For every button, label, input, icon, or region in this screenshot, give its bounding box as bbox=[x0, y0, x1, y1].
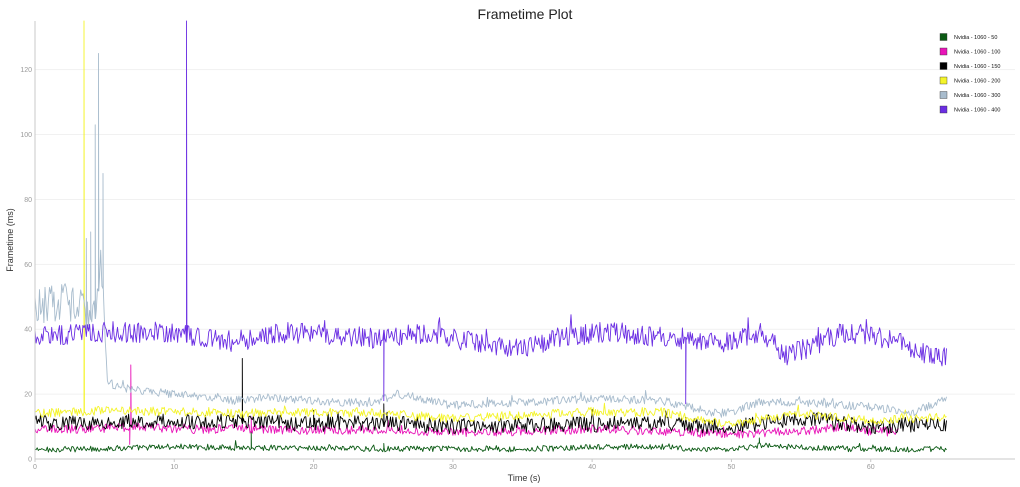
y-tick-labels: 0 20 40 60 80 100 120 bbox=[20, 67, 32, 463]
chart-title: Frametime Plot bbox=[478, 6, 573, 22]
x-tick-label: 20 bbox=[310, 464, 318, 471]
y-tick-label: 60 bbox=[24, 262, 32, 269]
y-tick-label: 0 bbox=[28, 457, 32, 464]
y-tick-label: 120 bbox=[20, 67, 32, 74]
legend-swatch bbox=[939, 47, 948, 56]
legend-swatch bbox=[939, 33, 948, 41]
legend-swatch bbox=[939, 76, 948, 85]
x-tick-labels: 0 10 20 30 40 50 60 bbox=[33, 459, 875, 471]
y-tick-label: 100 bbox=[20, 132, 32, 139]
series-line-3 bbox=[34, 357, 947, 435]
series-group bbox=[34, 20, 947, 453]
legend-swatch bbox=[939, 105, 948, 114]
y-tick-label: 80 bbox=[24, 197, 32, 204]
series-line-6 bbox=[34, 20, 947, 405]
series-line-1 bbox=[34, 430, 947, 453]
legend-label: Nvidia - 1060 - 50 bbox=[954, 35, 997, 41]
y-axis-label: Frametime (ms) bbox=[5, 208, 15, 272]
y-tick-label: 40 bbox=[24, 327, 32, 334]
legend-label: Nvidia - 1060 - 150 bbox=[954, 64, 1000, 70]
legend-label: Nvidia - 1060 - 100 bbox=[954, 50, 1000, 56]
x-axis-label: Time (s) bbox=[508, 473, 541, 483]
x-tick-label: 40 bbox=[588, 464, 596, 471]
series-line-2 bbox=[34, 364, 899, 445]
legend: Nvidia - 1060 - 50 Nvidia - 1060 - 100 Nvi… bbox=[939, 33, 1000, 114]
x-tick-label: 10 bbox=[170, 464, 178, 471]
x-tick-label: 50 bbox=[728, 464, 736, 471]
legend-label: Nvidia - 1060 - 400 bbox=[954, 108, 1000, 114]
x-tick-label: 0 bbox=[33, 464, 37, 471]
legend-swatch bbox=[939, 62, 948, 70]
legend-label: Nvidia - 1060 - 300 bbox=[954, 93, 1000, 99]
legend-label: Nvidia - 1060 - 200 bbox=[954, 79, 1000, 85]
y-tick-label: 20 bbox=[24, 392, 32, 399]
axes bbox=[34, 21, 1015, 460]
x-tick-label: 30 bbox=[449, 464, 457, 471]
x-tick-label: 60 bbox=[867, 464, 875, 471]
series-line-5 bbox=[34, 52, 947, 418]
series-line-4 bbox=[34, 20, 947, 428]
legend-swatch bbox=[939, 91, 948, 99]
